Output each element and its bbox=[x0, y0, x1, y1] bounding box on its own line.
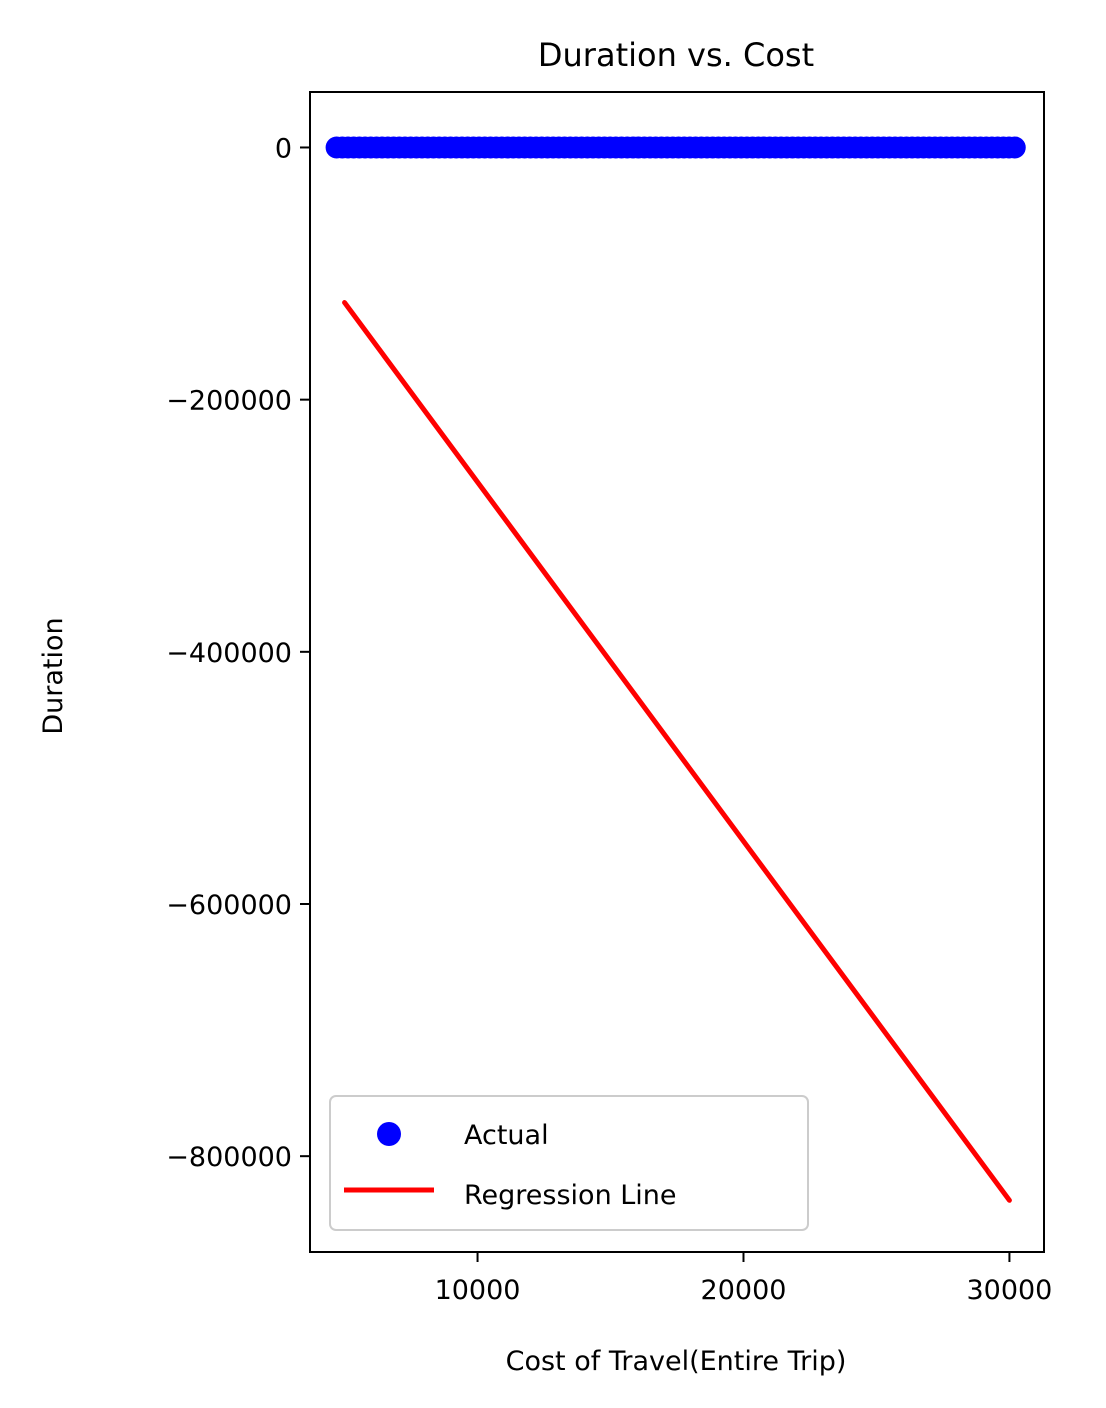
legend-actual-marker bbox=[377, 1122, 401, 1146]
regression-line bbox=[342, 300, 1012, 1203]
legend-box bbox=[329, 1095, 809, 1231]
scatter-point bbox=[1003, 136, 1026, 159]
series-layer bbox=[325, 136, 1026, 1203]
y-tick-label: 0 bbox=[275, 133, 292, 164]
y-tick-label: −600000 bbox=[166, 890, 292, 921]
legend: Actual Regression Line bbox=[329, 1095, 809, 1231]
y-axis: 0 −200000 −400000 −600000 −800000 bbox=[166, 133, 310, 1173]
x-tick-label: 10000 bbox=[435, 1275, 521, 1306]
legend-regression-label: Regression Line bbox=[464, 1180, 677, 1211]
plot-frame bbox=[309, 91, 1045, 1253]
x-axis-label: Cost of Travel(Entire Trip) bbox=[506, 1346, 847, 1377]
x-axis: 10000 20000 30000 bbox=[435, 1252, 1052, 1306]
y-tick-label: −400000 bbox=[166, 638, 292, 669]
y-axis-label: Duration bbox=[38, 617, 69, 734]
x-tick-label: 30000 bbox=[966, 1275, 1052, 1306]
y-tick-label: −800000 bbox=[166, 1142, 292, 1173]
legend-actual-label: Actual bbox=[464, 1120, 549, 1151]
chart-title: Duration vs. Cost bbox=[538, 36, 814, 74]
y-tick-label: −200000 bbox=[166, 386, 292, 417]
x-tick-label: 20000 bbox=[701, 1275, 787, 1306]
